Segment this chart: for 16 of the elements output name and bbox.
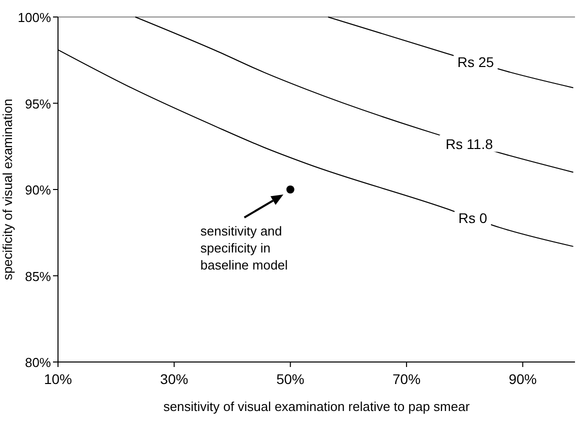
annotation: sensitivity and specificity in baseline model	[200, 224, 288, 272]
series-label: Rs 25	[457, 54, 494, 70]
x-tick-label: 30%	[160, 371, 188, 387]
x-tick-label: 70%	[392, 371, 421, 387]
x-tick-label: 90%	[508, 371, 537, 387]
y-tick-label: 100%	[18, 10, 52, 25]
y-tick-label: 80%	[24, 355, 52, 370]
y-axis-title: specificity of visual examination	[0, 98, 15, 280]
series-label: Rs 11.8	[446, 136, 494, 152]
y-tick-label: 95%	[24, 96, 52, 112]
series-label: Rs 0	[458, 210, 488, 226]
x-tick-label: 10%	[44, 371, 72, 387]
y-tick-label: 90%	[24, 182, 52, 198]
y-tick-label: 85%	[24, 268, 52, 284]
x-tick-label: 50%	[276, 371, 304, 387]
x-axis-title: sensitivity of visual examination relative to pap smear	[163, 399, 470, 414]
